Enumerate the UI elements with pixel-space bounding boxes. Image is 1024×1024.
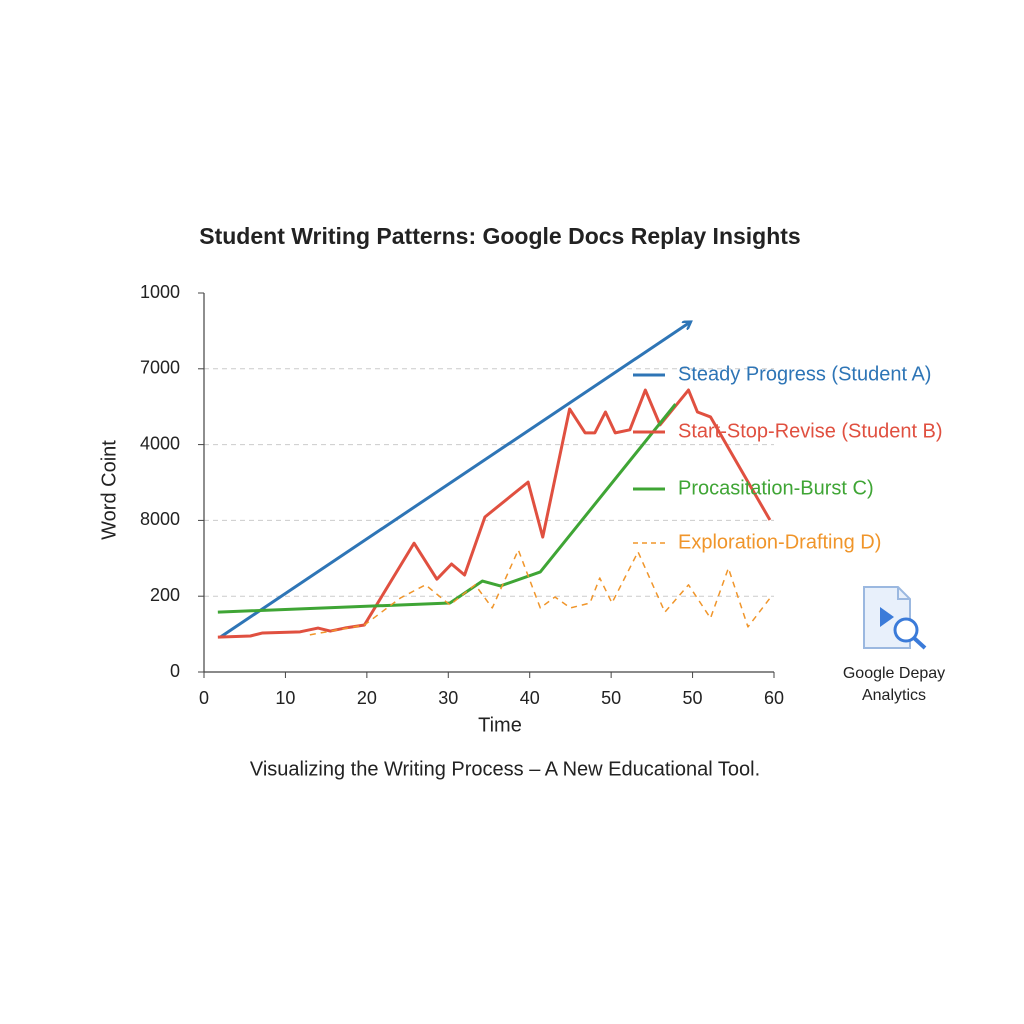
x-tick-label: 60	[764, 688, 784, 708]
x-tick-label: 30	[438, 688, 458, 708]
y-tick-label: 8000	[140, 509, 180, 529]
y-tick-label: 1000	[140, 282, 180, 302]
series-line	[217, 388, 772, 639]
x-tick-label: 20	[357, 688, 377, 708]
icon-label: Analytics	[862, 687, 926, 704]
y-tick-label: 7000	[140, 358, 180, 378]
y-tick-label: 4000	[140, 433, 180, 453]
y-tick-label: 200	[150, 585, 180, 605]
x-tick-label: 50	[601, 688, 621, 708]
x-tick-label: 50	[683, 688, 703, 708]
x-axis-label: Time	[478, 714, 522, 736]
x-tick-label: 0	[199, 688, 209, 708]
x-tick-label: 40	[520, 688, 540, 708]
y-axis-label: Word Coint	[98, 440, 120, 540]
icon	[863, 586, 927, 650]
series-line	[219, 322, 690, 639]
y-tick-label: 0	[170, 661, 180, 681]
legend-label: Exploration-Drafting D)	[678, 531, 881, 553]
series-line	[309, 549, 773, 636]
legend-label: Steady Progress (Student A)	[678, 363, 931, 385]
legend-label: Start-Stop-Revise (Student B)	[678, 420, 943, 442]
icon-label: Google Depay	[843, 665, 945, 682]
chart-title: Student Writing Patterns: Google Docs Re…	[199, 223, 800, 249]
x-tick-label: 10	[275, 688, 295, 708]
subtitle: Visualizing the Writing Process – A New …	[250, 758, 760, 780]
legend-label: Procasitation-Burst C)	[678, 477, 874, 499]
series-line	[217, 403, 677, 614]
